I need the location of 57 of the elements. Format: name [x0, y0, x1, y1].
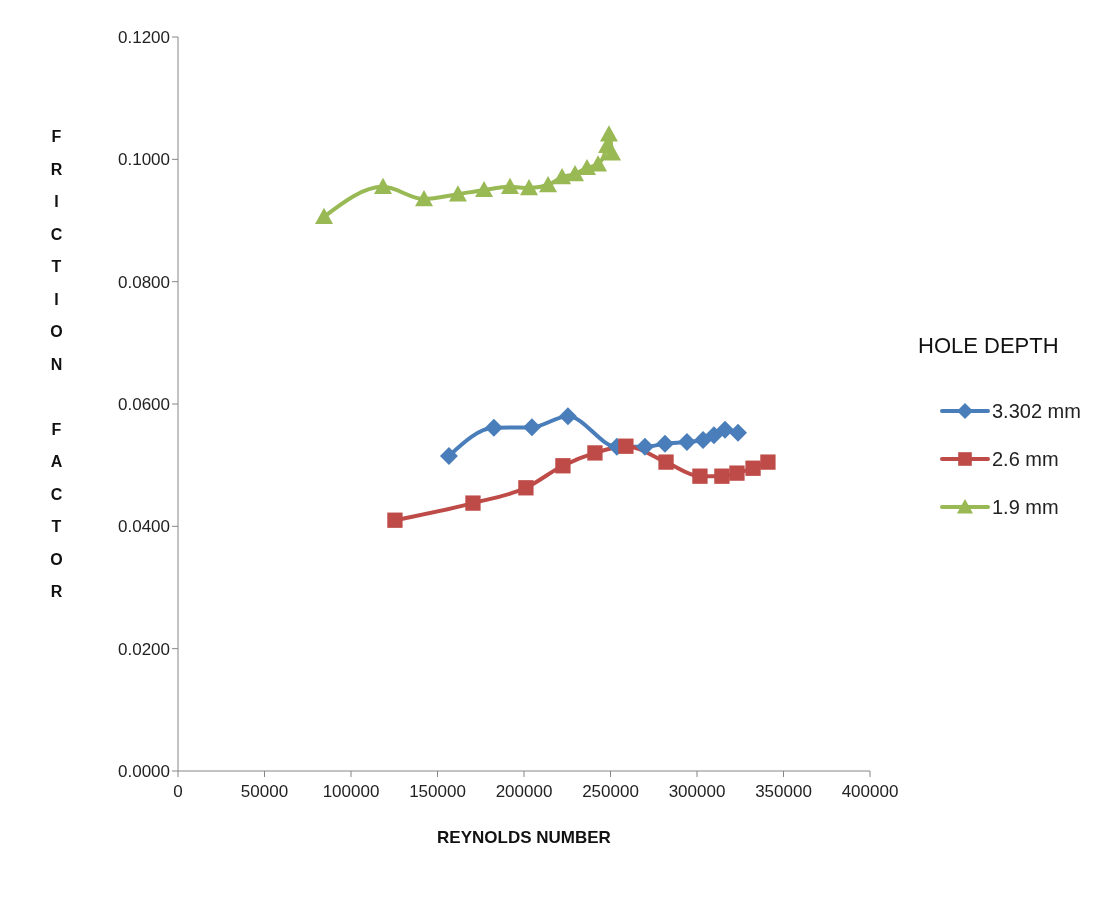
point	[448, 185, 467, 202]
legend-title: HOLE DEPTH	[918, 333, 1060, 359]
point	[704, 426, 723, 445]
point	[539, 176, 558, 193]
x-tick-label: 250000	[582, 782, 639, 802]
x-tick-label: 400000	[841, 782, 899, 802]
point	[603, 144, 622, 161]
point	[387, 512, 403, 528]
point	[475, 180, 494, 198]
point	[729, 465, 745, 481]
point	[658, 454, 674, 470]
point	[599, 125, 618, 142]
point	[587, 445, 603, 461]
y-tick-label: 0.1200	[118, 28, 170, 48]
point	[635, 437, 654, 456]
x-tick-label: 100000	[322, 782, 380, 802]
point	[677, 432, 696, 451]
x-tick-label: 50000	[240, 782, 289, 802]
point	[694, 431, 713, 450]
legend-label: 2.6 mm	[992, 447, 1059, 471]
point	[374, 177, 393, 195]
x-axis-title: REYNOLDS NUMBER	[437, 828, 611, 847]
y-tick-label: 0.0400	[118, 517, 170, 537]
point	[465, 495, 481, 511]
x-tick-label: 0	[173, 782, 183, 802]
point	[500, 177, 519, 195]
y-tick-label: 0.0600	[118, 395, 170, 415]
point	[518, 480, 534, 496]
point	[439, 446, 458, 465]
point	[729, 423, 747, 442]
x-tick-label: 150000	[409, 782, 466, 802]
point	[618, 438, 634, 454]
x-tick-label: 300000	[668, 782, 726, 802]
y-tick-label: 0.1000	[118, 150, 170, 170]
point	[714, 468, 730, 484]
y-tick-label: 0.0200	[118, 639, 170, 659]
point	[520, 179, 539, 196]
point	[558, 407, 577, 426]
legend-label: 3.302 mm	[992, 399, 1081, 423]
point	[553, 168, 572, 185]
point	[692, 468, 708, 484]
legend-label: 1.9 mm	[992, 495, 1059, 519]
point	[315, 207, 334, 225]
point	[566, 165, 585, 182]
point	[415, 190, 434, 207]
y-axis-title: FRICTION FACTOR	[47, 128, 66, 616]
y-tick-label: 0.0800	[118, 272, 170, 292]
point	[484, 418, 503, 437]
point	[716, 420, 735, 439]
point	[760, 454, 776, 470]
point	[555, 458, 571, 474]
x-tick-label: 200000	[495, 782, 553, 802]
point	[655, 434, 674, 453]
point	[745, 460, 761, 476]
y-tick-label: 0.0000	[118, 762, 170, 782]
x-tick-label: 350000	[755, 782, 812, 802]
point	[522, 418, 541, 437]
